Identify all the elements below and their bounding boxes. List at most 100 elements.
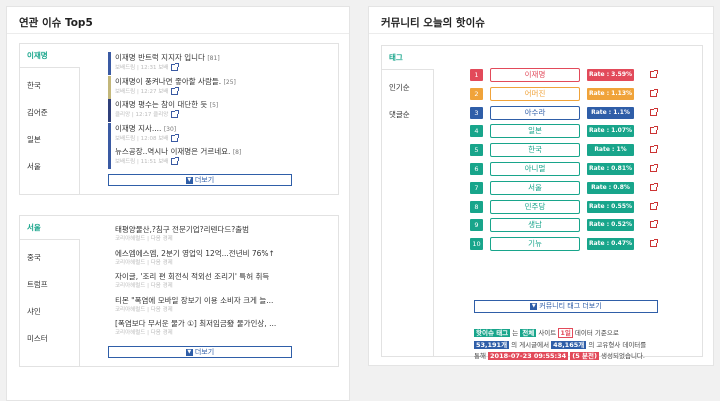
summary-fragment: 사이트: [536, 329, 559, 337]
item-source: 코리아헤럴드 | 다음 경제: [115, 283, 173, 289]
list-item[interactable]: 이재명 평수는 참이 대단한 듯 [5] 클리앙 | 12:17 클리앙: [108, 99, 298, 122]
hot-issue-panel: 커뮤니티 오늘의 핫이슈 태그 인기순 댓글순 1 이재명 Rate : 3.59%…: [368, 6, 714, 366]
rank-rate: Rate : 1.1%: [587, 106, 634, 119]
tab-issue[interactable]: 서울: [20, 216, 80, 240]
rank-rate: Rate : 0.55%: [587, 200, 634, 213]
summary-tag: 2018-07-23 09:55:34: [488, 352, 569, 360]
tab-popular[interactable]: 인기순: [389, 83, 410, 92]
item-title[interactable]: 이재명 반트럭 지지자 입니다: [115, 53, 205, 62]
list-item[interactable]: 티몬 "폭염에 모바일 장보기 이용 소비자 크게 늘... 코리아헤럴드 | …: [108, 294, 298, 318]
rank-keyword[interactable]: 이재명: [490, 68, 580, 82]
item-title[interactable]: 티몬 "폭염에 모바일 장보기 이용 소비자 크게 늘...: [115, 295, 274, 305]
rank-keyword[interactable]: 생남: [490, 218, 580, 233]
list-item[interactable]: 이재명 반트럭 지지자 입니다 [81] 보배드림 | 12:31 보배: [108, 52, 298, 75]
rank-rate: Rate : 0.81%: [587, 163, 634, 175]
rank-keyword[interactable]: 기뉴: [490, 237, 580, 252]
caret-down-icon: ▼: [185, 176, 193, 184]
item-title[interactable]: 뉴스공장..역시나 이재명은 거르네요.: [115, 147, 231, 156]
external-link-icon[interactable]: [171, 157, 180, 165]
summary-fragment: 는: [510, 329, 521, 337]
community-tag-more-button[interactable]: ▼ 커뮤니티 태그 더보기: [474, 300, 658, 313]
rank-number: 8: [470, 200, 483, 213]
item-title[interactable]: 자이글, '조리 편 회전식 적외선 조리기' 특허 취득: [115, 272, 270, 281]
rank-row: 4 일본 Rate : 1.07%: [470, 124, 664, 139]
external-link-icon[interactable]: [650, 107, 658, 116]
tab-issue[interactable]: 김어준: [27, 108, 48, 117]
external-link-icon[interactable]: [650, 239, 658, 248]
item-source: 코리아헤럴드 | 다음 경제: [115, 330, 173, 336]
issue-tabs: 서울 중국 트럼프 샤인 미스터: [20, 216, 80, 366]
tab-issue[interactable]: 미스터: [27, 334, 48, 343]
item-source: 보배드림 | 12:08 보배: [115, 135, 169, 142]
external-link-icon[interactable]: [171, 63, 180, 71]
external-link-icon[interactable]: [171, 86, 180, 95]
tab-issue[interactable]: 서울: [27, 162, 41, 171]
list-item[interactable]: 뉴스공장..역시나 이재명은 거르네요. [8] 보배드림 | 11:51 보배: [108, 146, 298, 169]
external-link-icon[interactable]: [650, 126, 658, 135]
item-title[interactable]: 태평양물산,?침구 전문기업?리텐다드?출범: [115, 225, 250, 234]
item-title[interactable]: 이재명 평수는 참이 대단한 듯: [115, 100, 208, 109]
tab-issue[interactable]: 이재명: [20, 44, 80, 68]
rank-rate: Rate : 1.13%: [587, 87, 634, 100]
external-link-icon[interactable]: [650, 182, 658, 191]
item-title[interactable]: 이재명 지사....: [115, 123, 162, 133]
tab-comments[interactable]: 댓글순: [389, 110, 410, 119]
summary-fragment: 의 게시글에서: [509, 340, 552, 349]
tab-issue[interactable]: 일본: [27, 135, 41, 144]
issue-list: 태평양물산,?침구 전문기업?리텐다드?출범 코리아헤럴드 | 다음 경제 에스…: [108, 224, 298, 342]
external-link-icon[interactable]: [650, 70, 658, 78]
external-link-icon[interactable]: [171, 110, 180, 118]
tab-issue[interactable]: 중국: [27, 253, 41, 262]
list-item[interactable]: 태평양물산,?침구 전문기업?리텐다드?출범 코리아헤럴드 | 다음 경제: [108, 224, 298, 247]
rank-row: 7 서울 Rate : 0.8%: [470, 180, 664, 195]
panel-title: 연관 이슈 Top5: [19, 17, 93, 29]
rank-rate: Rate : 0.47%: [587, 238, 634, 251]
list-item[interactable]: 에스엠에스엠, 2분기 영업익 12억...전년비 76%↑ 코리아헤럴드 | …: [108, 247, 298, 271]
external-link-icon[interactable]: [650, 201, 658, 210]
item-title[interactable]: [폭염보다 무서운 물가 ①] 최저임금發 물가인상, ...: [115, 319, 277, 328]
more-button[interactable]: ▼ 더보기: [108, 346, 292, 358]
summary-fragment: 생성되었습니다.: [598, 352, 645, 360]
comment-count: [8]: [232, 149, 242, 156]
summary-fragment: 통해: [474, 352, 489, 360]
rank-keyword[interactable]: 아수라: [490, 105, 580, 120]
rank-number: 10: [470, 238, 483, 251]
comment-count: [25]: [223, 78, 236, 86]
more-button[interactable]: ▼ 더보기: [108, 174, 292, 186]
tab-issue[interactable]: 트럼프: [27, 280, 48, 289]
summary-tag: (5 분전): [570, 352, 599, 360]
item-title[interactable]: 이재명이 풍켜나면 좋아할 사람들.: [115, 76, 222, 86]
rank-row: 1 이재명 Rate : 3.59%: [470, 68, 664, 82]
hot-issue-tabs: 태그 인기순 댓글순: [382, 46, 434, 356]
external-link-icon[interactable]: [650, 145, 658, 154]
rank-keyword[interactable]: 민주당: [490, 199, 580, 214]
rank-keyword[interactable]: 한국: [490, 143, 580, 158]
item-source: 보배드림 | 12:31 보배: [115, 65, 169, 71]
more-label: 커뮤니티 태그 더보기: [539, 302, 602, 310]
summary-tag: 핫이슈 태그: [474, 329, 511, 337]
rank-keyword[interactable]: 일본: [490, 124, 580, 139]
list-item[interactable]: 이재명이 풍켜나면 좋아할 사람들. [25] 보배드림 | 12:27 보배: [108, 75, 298, 99]
rank-rate: Rate : 1.07%: [587, 125, 634, 138]
rank-rate: Rate : 0.52%: [587, 219, 634, 232]
more-label: 더보기: [194, 176, 215, 184]
rank-keyword[interactable]: 어머진: [490, 86, 580, 101]
item-source: 코리아헤럴드 | 다음 경제: [115, 236, 173, 242]
tab-issue[interactable]: 한국: [27, 81, 41, 90]
list-item[interactable]: 이재명 지사.... [30] 보배드림 | 12:08 보배: [108, 122, 298, 146]
summary-tag: 53,191개: [474, 340, 510, 349]
item-title[interactable]: 에스엠에스엠, 2분기 영업익 12억...전년비 76%↑: [115, 248, 275, 258]
item-source: 코리아헤럴드 | 다음 경제: [115, 306, 173, 313]
more-label: 더보기: [194, 348, 215, 356]
external-link-icon[interactable]: [171, 133, 180, 142]
tab-issue[interactable]: 샤인: [27, 307, 41, 316]
external-link-icon[interactable]: [650, 220, 658, 229]
caret-down-icon: ▼: [530, 302, 538, 310]
rank-keyword[interactable]: 서울: [490, 180, 580, 195]
rank-keyword[interactable]: 아니멀: [490, 162, 580, 176]
external-link-icon[interactable]: [650, 88, 658, 97]
list-item[interactable]: [폭염보다 무서운 물가 ①] 최저임금發 물가인상, ... 코리아헤럴드 |…: [108, 318, 298, 341]
list-item[interactable]: 자이글, '조리 편 회전식 적외선 조리기' 특허 취득 코리아헤럴드 | 다…: [108, 271, 298, 294]
external-link-icon[interactable]: [650, 164, 658, 172]
tab-tag[interactable]: 태그: [382, 46, 434, 70]
